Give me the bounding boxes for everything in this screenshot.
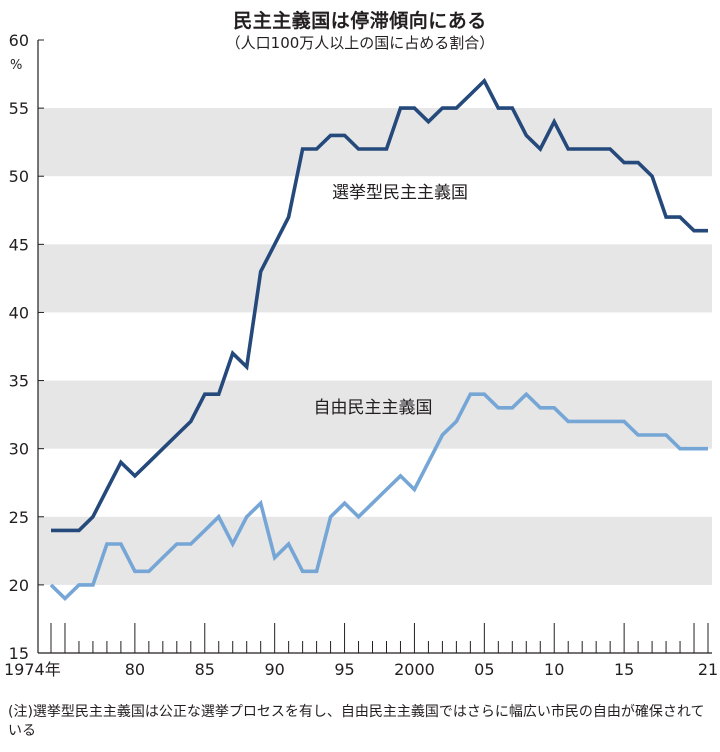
y-tick-label: 25 bbox=[9, 508, 29, 527]
series-line bbox=[49, 391, 708, 602]
x-tick-label: 21 bbox=[698, 660, 718, 679]
y-tick-label: 50 bbox=[9, 167, 29, 186]
y-tick-label: 15 bbox=[9, 644, 29, 663]
x-tick-label: 15 bbox=[614, 660, 634, 679]
x-tick-label: 85 bbox=[195, 660, 215, 679]
series-line bbox=[51, 77, 708, 533]
series-label: 自由民主主義国 bbox=[314, 398, 433, 418]
chart-subtitle: （人口100万人以上の国に占める割合） bbox=[225, 34, 495, 52]
y-tick-label: 30 bbox=[9, 440, 29, 459]
y-tick-label: 35 bbox=[9, 372, 29, 391]
chart-note: (注)選挙型民主主義国は公正な選挙プロセスを有し、自由民主主義国ではさらに幅広い… bbox=[8, 704, 705, 739]
chart-title: 民主主義国は停滞傾向にある bbox=[233, 10, 487, 32]
x-tick-label: 10 bbox=[544, 660, 564, 679]
x-tick-label: 2000 bbox=[394, 660, 435, 679]
y-tick-label: 20 bbox=[9, 576, 29, 595]
grid-band bbox=[38, 244, 712, 313]
y-tick-label: 55 bbox=[9, 99, 29, 118]
y-axis-unit: % bbox=[10, 58, 23, 73]
y-tick-label: 45 bbox=[9, 235, 29, 254]
x-tick-label: 05 bbox=[474, 660, 494, 679]
grid-band bbox=[38, 516, 712, 585]
grid-band bbox=[38, 108, 712, 177]
y-tick-label: 60 bbox=[9, 31, 29, 50]
y-tick-label: 40 bbox=[9, 303, 29, 322]
x-tick-label: 90 bbox=[264, 660, 284, 679]
x-tick-label: 95 bbox=[334, 660, 354, 679]
grid-band bbox=[38, 380, 712, 449]
x-tick-label: 80 bbox=[125, 660, 145, 679]
x-tick-label: 1974年 bbox=[4, 660, 61, 679]
series-label: 選挙型民主主義国 bbox=[332, 183, 468, 203]
